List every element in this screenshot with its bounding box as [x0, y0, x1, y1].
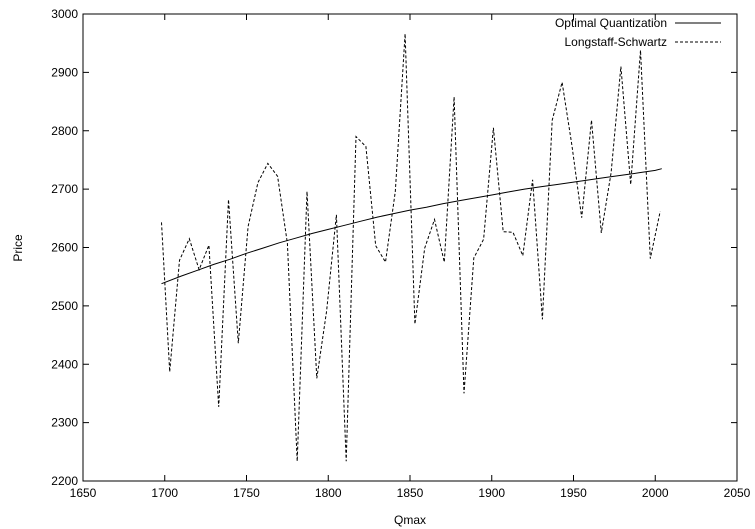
x-tick-label: 1650 — [70, 486, 97, 500]
y-tick-label: 2600 — [51, 241, 78, 255]
legend: Optimal Quantization Longstaff-Schwartz — [555, 16, 721, 49]
x-tick-label: 2000 — [642, 486, 669, 500]
series-line-longstaff-schwartz — [161, 33, 661, 462]
series-line-optimal-quantization — [161, 168, 662, 285]
y-axis: 2200 2300 2400 2500 2600 2700 2800 2900 3000 — [51, 7, 737, 488]
x-tick-label: 1800 — [315, 486, 342, 500]
y-tick-label: 2300 — [51, 416, 78, 430]
x-axis-label: Qmax — [394, 513, 426, 527]
x-tick-label: 1900 — [478, 486, 505, 500]
x-axis: 1650 1700 1750 1800 1850 1900 1950 2000 2050 — [70, 14, 751, 500]
y-tick-label: 2900 — [51, 65, 78, 79]
y-tick-label: 2400 — [51, 357, 78, 371]
legend-entry-longstaff-schwartz: Longstaff-Schwartz — [565, 35, 721, 49]
y-tick-label: 2800 — [51, 124, 78, 138]
series-layer — [161, 33, 662, 462]
y-tick-label: 2500 — [51, 299, 78, 313]
legend-entry-optimal-quantization: Optimal Quantization — [555, 16, 721, 30]
legend-label-longstaff-schwartz: Longstaff-Schwartz — [565, 35, 668, 49]
x-tick-label: 1700 — [151, 486, 178, 500]
plot-frame — [82, 13, 738, 482]
x-tick-label: 1850 — [397, 486, 424, 500]
y-tick-label: 2200 — [51, 474, 78, 488]
y-tick-label: 3000 — [51, 7, 78, 21]
x-tick-label: 1750 — [233, 486, 260, 500]
x-tick-label: 1950 — [560, 486, 587, 500]
y-axis-label: Price — [11, 234, 25, 262]
legend-label-optimal-quantization: Optimal Quantization — [555, 16, 667, 30]
x-tick-label: 2050 — [724, 486, 751, 500]
y-tick-label: 2700 — [51, 182, 78, 196]
